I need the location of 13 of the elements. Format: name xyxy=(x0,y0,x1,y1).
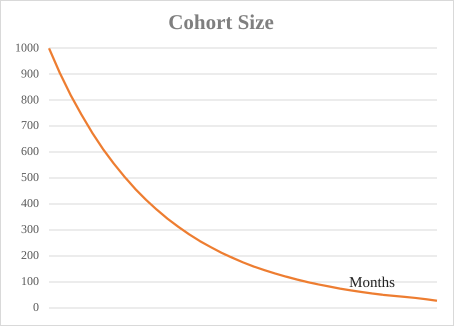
y-tick-label: 300 xyxy=(21,222,39,236)
y-tick-label: 500 xyxy=(21,170,39,184)
x-axis-title: Months xyxy=(349,274,396,291)
y-tick-label: 400 xyxy=(21,196,39,210)
y-tick-label: 800 xyxy=(21,92,39,106)
y-tick-label: 200 xyxy=(21,248,39,262)
y-tick-label: 1000 xyxy=(15,40,39,54)
y-tick-label: 700 xyxy=(21,118,39,132)
chart-title: Cohort Size xyxy=(168,10,274,34)
y-tick-label: 600 xyxy=(21,144,39,158)
y-tick-label: 0 xyxy=(33,300,39,314)
y-tick-label: 100 xyxy=(21,274,39,288)
y-tick-label: 900 xyxy=(21,66,39,80)
